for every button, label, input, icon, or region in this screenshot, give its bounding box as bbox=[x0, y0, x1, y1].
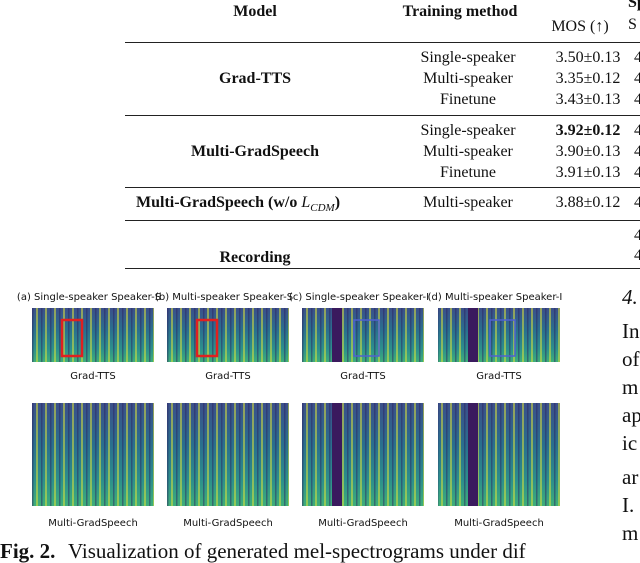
mos: 3.35±0.12 bbox=[555, 70, 621, 87]
caption-label: Fig. 2. bbox=[0, 539, 56, 563]
method: Single-speaker bbox=[420, 49, 516, 66]
spectrogram-gap bbox=[332, 308, 342, 362]
panel-title: (b) Multi-speaker Speaker-S bbox=[154, 292, 294, 303]
panel-title: (a) Single-speaker Speaker-S bbox=[16, 292, 162, 303]
model-name: Multi-GradSpeech bbox=[191, 143, 319, 160]
header-model: Model bbox=[233, 3, 277, 20]
panel-label: Multi-GradSpeech bbox=[183, 518, 273, 529]
highlight-box bbox=[353, 319, 380, 357]
model-name: Recording bbox=[219, 248, 291, 266]
side-text: m bbox=[622, 375, 639, 399]
table-rule bbox=[125, 220, 640, 221]
table-rule bbox=[125, 42, 640, 43]
mos: 3.88±0.12 bbox=[555, 194, 621, 211]
caption: Visualization of generated mel-spectrogr… bbox=[68, 539, 526, 563]
method: Finetune bbox=[440, 164, 496, 181]
cut-cell: 4 bbox=[634, 91, 640, 108]
mos: 3.50±0.13 bbox=[555, 49, 621, 66]
header-method: Training method bbox=[402, 3, 518, 20]
spectrogram-texture bbox=[167, 403, 289, 506]
highlight-box bbox=[489, 319, 516, 357]
method: Multi-speaker bbox=[423, 143, 513, 160]
cut-cell: 4 bbox=[634, 70, 640, 87]
cut-cell: 4 bbox=[634, 49, 640, 66]
side-text: I. bbox=[622, 493, 635, 517]
spectrogram-texture bbox=[32, 308, 154, 362]
side-text: of bbox=[622, 347, 640, 371]
highlight-box bbox=[60, 318, 84, 358]
math-sub: CDM bbox=[310, 202, 335, 215]
cut-cell: 4 bbox=[634, 194, 640, 211]
cut-cell: 4 bbox=[634, 122, 640, 139]
panel-title: (d) Multi-speaker Speaker-I bbox=[427, 292, 563, 303]
cut-cell: 4 bbox=[634, 143, 640, 160]
panel-title: (c) Single-speaker Speaker-I bbox=[288, 292, 430, 303]
method: Single-speaker bbox=[420, 122, 516, 139]
panel-label: Multi-GradSpeech bbox=[454, 518, 544, 529]
spectrogram-texture bbox=[167, 308, 289, 362]
method: Multi-speaker bbox=[423, 194, 513, 211]
panel-label: Multi-GradSpeech bbox=[48, 518, 138, 529]
spectrogram-gap bbox=[468, 403, 478, 506]
table-rule bbox=[125, 187, 640, 188]
header-mos: MOS (↑) bbox=[551, 18, 609, 35]
cut-cell: 4 bbox=[634, 247, 640, 264]
table-rule bbox=[125, 115, 640, 116]
header-cut: Sp bbox=[628, 0, 640, 11]
spectrogram-gap bbox=[468, 308, 478, 362]
model-name: Multi-GradSpeech (w/o LCDM) bbox=[136, 194, 341, 215]
side-text: ic bbox=[622, 431, 638, 455]
spectrogram-texture bbox=[438, 308, 560, 362]
side-text: ar bbox=[622, 465, 639, 489]
panel-label: Grad-TTS bbox=[70, 371, 116, 382]
mos: 3.90±0.13 bbox=[555, 143, 621, 160]
model-name: Grad-TTS bbox=[218, 70, 292, 87]
spectrogram-gap bbox=[332, 403, 342, 506]
mos: 3.91±0.13 bbox=[555, 164, 621, 181]
side-text: 4. bbox=[622, 285, 638, 309]
spectrogram-texture bbox=[438, 403, 560, 506]
cut-cell: 4 bbox=[634, 164, 640, 181]
method: Multi-speaker bbox=[423, 70, 513, 87]
mos: 3.43±0.13 bbox=[555, 91, 621, 108]
cut-cell: 4 bbox=[634, 227, 640, 244]
spectrogram-texture bbox=[32, 403, 154, 506]
panel-label: Grad-TTS bbox=[340, 371, 386, 382]
mos: 3.92±0.12 bbox=[555, 122, 621, 139]
spectrogram-texture bbox=[302, 403, 424, 506]
panel-label: Multi-GradSpeech bbox=[318, 518, 408, 529]
spectrogram-texture bbox=[302, 308, 424, 362]
model-name: ) bbox=[334, 194, 341, 211]
method: Finetune bbox=[440, 91, 496, 108]
highlight-box bbox=[195, 318, 219, 358]
side-text: ap bbox=[622, 403, 640, 427]
side-text: m bbox=[622, 521, 639, 545]
math: L bbox=[301, 194, 311, 211]
panel-label: Grad-TTS bbox=[476, 371, 522, 382]
side-text: In bbox=[622, 319, 640, 343]
table-rule bbox=[125, 268, 640, 269]
panel-label: Grad-TTS bbox=[205, 371, 251, 382]
header-cut: S bbox=[628, 16, 637, 33]
